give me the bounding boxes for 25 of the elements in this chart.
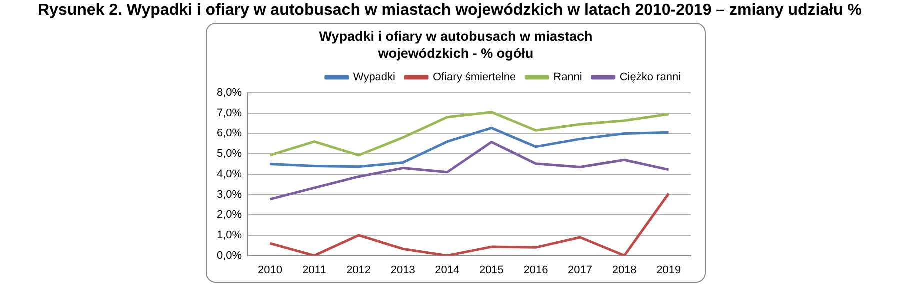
x-tick-label: 2010 bbox=[258, 264, 282, 276]
y-tick-label: 5,0% bbox=[216, 148, 242, 160]
y-tick-label: 7,0% bbox=[216, 107, 242, 120]
x-tick-label: 2014 bbox=[435, 264, 460, 276]
chart-subtitle: Wypadki i ofiary w autobusach w miastach wojewódzkich - % ogółu bbox=[318, 28, 594, 62]
y-tick-label: 4,0% bbox=[216, 168, 242, 180]
legend-label: Wypadki bbox=[353, 72, 396, 84]
y-tick-label: 0,0% bbox=[216, 250, 242, 262]
x-tick-label: 2015 bbox=[479, 264, 504, 276]
x-tick-label: 2012 bbox=[346, 264, 372, 276]
chart-title: Rysunek 2. Wypadki i ofiary w autobusach w miastach wojewódzkich w latach 2010-2019 – zmiany udziału % bbox=[37, 2, 863, 20]
y-tick-label: 8,0% bbox=[216, 87, 242, 100]
y-tick-label: 2,0% bbox=[216, 209, 242, 222]
legend-label: Ofiary śmiertelne bbox=[432, 72, 516, 84]
x-tick-label: 2016 bbox=[524, 264, 548, 276]
x-tick-label: 2011 bbox=[302, 264, 326, 276]
y-tick-label: 6,0% bbox=[216, 128, 242, 140]
legend-label: Ranni bbox=[554, 72, 582, 84]
y-tick-label: 3,0% bbox=[216, 188, 242, 201]
x-tick-label: 2013 bbox=[390, 264, 416, 276]
x-tick-label: 2018 bbox=[612, 264, 637, 276]
x-tick-label: 2017 bbox=[568, 264, 593, 276]
y-tick-label: 1,0% bbox=[216, 229, 242, 242]
x-tick-label: 2019 bbox=[656, 264, 682, 276]
legend-label: Ciężko ranni bbox=[620, 72, 681, 84]
